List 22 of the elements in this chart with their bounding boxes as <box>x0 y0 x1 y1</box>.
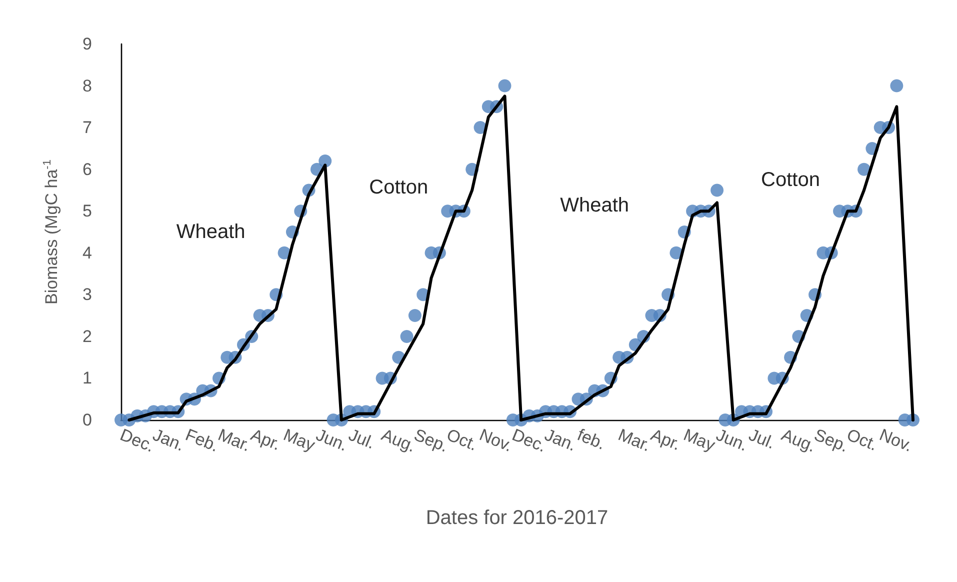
y-tick-label: 0 <box>82 410 92 430</box>
y-tick-label: 1 <box>82 368 92 388</box>
x-tick-label: Jan. <box>150 425 187 455</box>
x-tick-label: Oct. <box>444 425 480 454</box>
y-tick-label: 8 <box>82 76 92 96</box>
annotation: Wheath <box>176 221 246 243</box>
x-axis-title: Dates for 2016-2017 <box>426 507 608 529</box>
y-tick-label: 9 <box>82 34 92 54</box>
y-axis-title: Biomass (MgC ha-1 <box>42 160 61 304</box>
annotation: Cotton <box>761 169 820 192</box>
annotation: Wheath <box>560 194 630 217</box>
x-tick-label: Jul. <box>746 425 778 453</box>
y-tick-label: 5 <box>82 202 92 221</box>
x-tick-label: Jul. <box>346 425 378 453</box>
y-tick-label: 3 <box>82 285 92 304</box>
x-tick-label: Apr. <box>648 425 684 454</box>
y-tick-label: 6 <box>82 160 92 179</box>
annotation: Cotton <box>369 176 428 198</box>
x-tick-label: Apr. <box>248 425 284 454</box>
y-tick-label: 2 <box>82 326 92 346</box>
y-tick-label: 4 <box>82 243 92 262</box>
y-tick-label: 7 <box>82 118 92 138</box>
